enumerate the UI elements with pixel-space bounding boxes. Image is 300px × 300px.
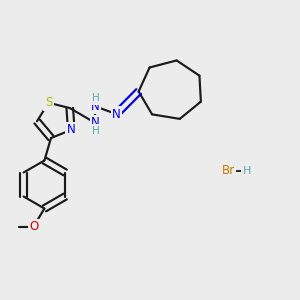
Text: O: O	[29, 220, 38, 233]
Text: Br: Br	[221, 164, 235, 178]
Text: N: N	[112, 107, 121, 121]
Text: H: H	[242, 166, 251, 176]
Text: N: N	[67, 123, 76, 136]
Text: N: N	[91, 116, 100, 130]
Text: N: N	[91, 100, 100, 113]
Text: H: H	[92, 93, 99, 103]
Text: H: H	[92, 125, 99, 136]
Text: S: S	[45, 96, 52, 109]
